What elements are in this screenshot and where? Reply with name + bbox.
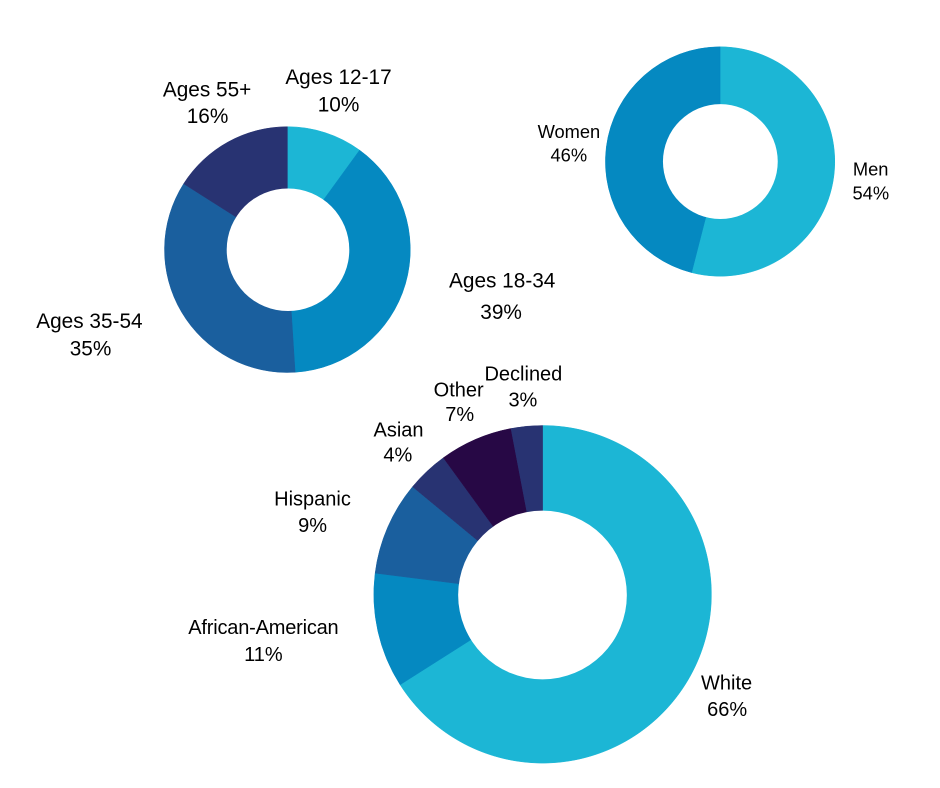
- svg-text:Women: Women: [538, 121, 601, 142]
- svg-text:4%: 4%: [383, 445, 412, 467]
- svg-text:Declined: Declined: [484, 363, 562, 385]
- svg-text:African-American: African-American: [188, 617, 338, 639]
- svg-text:Ages 35-54: Ages 35-54: [36, 310, 142, 333]
- svg-text:Ages 18-34: Ages 18-34: [449, 270, 555, 293]
- svg-text:9%: 9%: [298, 515, 327, 537]
- svg-text:16%: 16%: [187, 105, 229, 128]
- svg-text:54%: 54%: [853, 183, 890, 204]
- svg-text:Other: Other: [434, 380, 484, 402]
- svg-text:Men: Men: [853, 158, 889, 179]
- svg-text:39%: 39%: [480, 301, 522, 324]
- svg-text:Hispanic: Hispanic: [274, 488, 351, 510]
- svg-text:7%: 7%: [445, 404, 474, 426]
- svg-text:35%: 35%: [70, 337, 112, 360]
- svg-text:Ages 12-17: Ages 12-17: [285, 66, 391, 89]
- svg-text:11%: 11%: [244, 644, 283, 666]
- svg-text:Asian: Asian: [373, 419, 423, 441]
- svg-text:46%: 46%: [551, 145, 588, 166]
- svg-text:10%: 10%: [318, 93, 360, 116]
- svg-text:White: White: [701, 672, 752, 694]
- svg-text:Ages 55+: Ages 55+: [163, 78, 251, 101]
- svg-text:66%: 66%: [707, 699, 747, 721]
- svg-text:3%: 3%: [508, 390, 537, 412]
